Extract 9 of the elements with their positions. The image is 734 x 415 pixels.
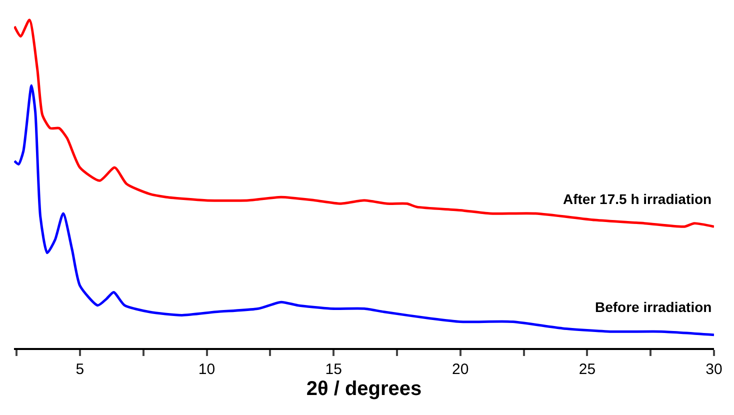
x-tick-label: 10 [198,361,216,378]
series-label: Before irradiation [595,299,712,315]
x-tick-label: 15 [325,361,342,378]
x-tick-label: 5 [76,361,84,378]
x-tick-label: 30 [706,361,722,378]
series-label: After 17.5 h irradiation [563,191,712,207]
x-tick-label: 20 [452,361,469,378]
x-axis-title: 2θ / degrees [306,378,422,400]
x-tick-label: 25 [578,361,596,378]
